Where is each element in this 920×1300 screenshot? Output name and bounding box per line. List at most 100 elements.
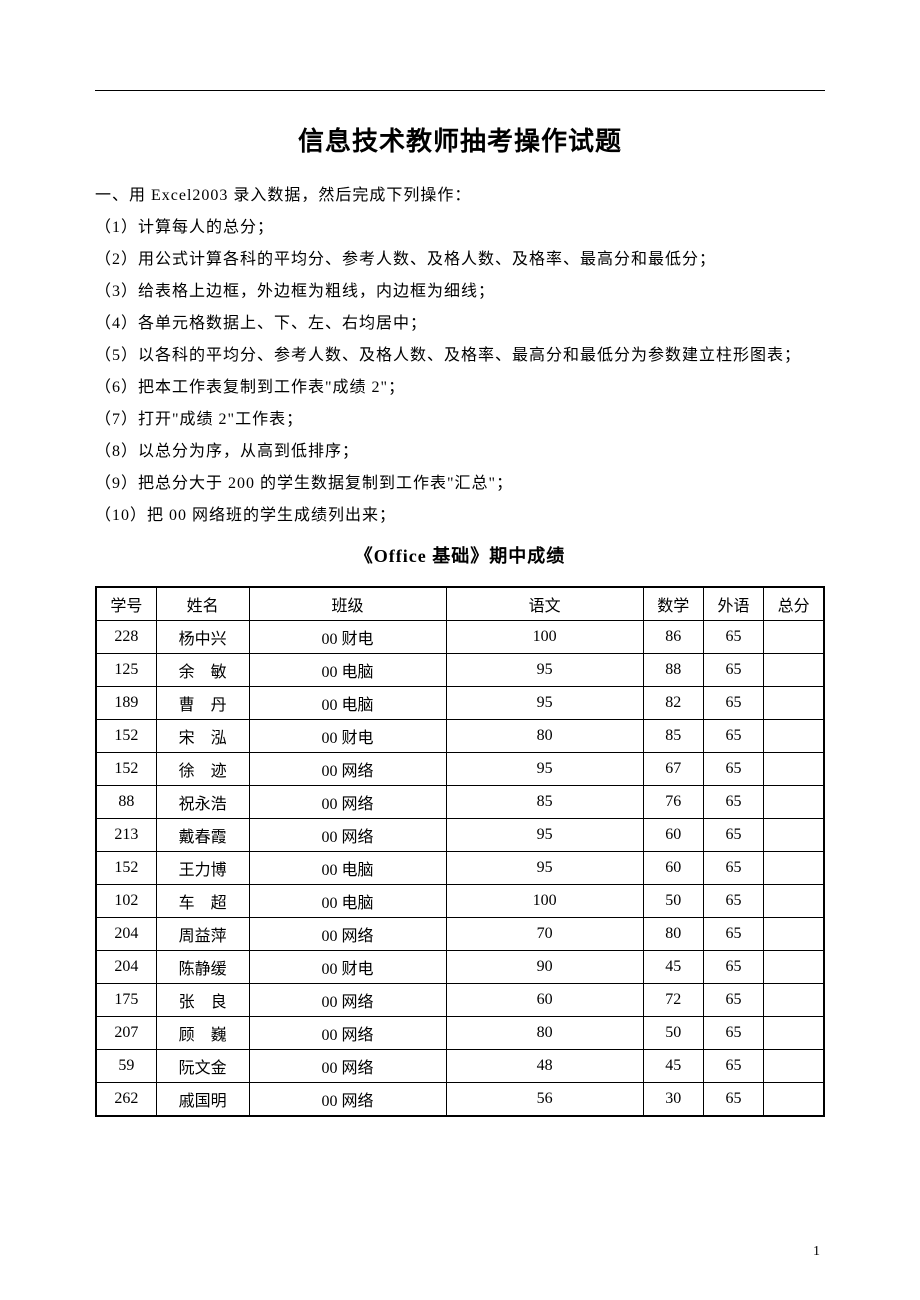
instruction-item: （2）用公式计算各科的平均分、参考人数、及格人数、及格率、最高分和最低分； xyxy=(95,244,825,276)
table-cell: 70 xyxy=(446,918,643,951)
table-row: 189曹 丹00 电脑958265 xyxy=(96,687,824,720)
table-cell: 48 xyxy=(446,1050,643,1083)
table-cell: 175 xyxy=(96,984,156,1017)
col-header-math: 数学 xyxy=(643,587,703,621)
table-row: 152王力博00 电脑956065 xyxy=(96,852,824,885)
table-cell xyxy=(764,687,824,720)
table-cell xyxy=(764,720,824,753)
table-cell: 125 xyxy=(96,654,156,687)
table-cell: 00 网络 xyxy=(249,786,446,819)
table-cell: 00 网络 xyxy=(249,918,446,951)
table-cell xyxy=(764,1017,824,1050)
table-cell: 00 财电 xyxy=(249,720,446,753)
page-title: 信息技术教师抽考操作试题 xyxy=(95,121,825,158)
table-cell: 60 xyxy=(643,852,703,885)
table-cell: 65 xyxy=(703,984,763,1017)
instruction-item: （9）把总分大于 200 的学生数据复制到工作表"汇总"； xyxy=(95,468,825,500)
table-row: 262戚国明00 网络563065 xyxy=(96,1083,824,1117)
instruction-item: （6）把本工作表复制到工作表"成绩 2"； xyxy=(95,372,825,404)
instruction-item: （5）以各科的平均分、参考人数、及格人数、及格率、最高分和最低分为参数建立柱形图… xyxy=(95,340,825,372)
table-cell: 204 xyxy=(96,951,156,984)
table-cell xyxy=(764,852,824,885)
table-cell: 周益萍 xyxy=(156,918,249,951)
instruction-item: （8）以总分为序，从高到低排序； xyxy=(95,436,825,468)
table-title: 《Office 基础》期中成绩 xyxy=(95,542,825,568)
table-cell: 85 xyxy=(643,720,703,753)
table-row: 204陈静缓00 财电904565 xyxy=(96,951,824,984)
table-cell: 88 xyxy=(643,654,703,687)
table-row: 152宋 泓00 财电808565 xyxy=(96,720,824,753)
table-cell: 00 财电 xyxy=(249,951,446,984)
col-header-name: 姓名 xyxy=(156,587,249,621)
table-cell: 80 xyxy=(446,720,643,753)
table-cell: 00 电脑 xyxy=(249,687,446,720)
table-cell: 杨中兴 xyxy=(156,621,249,654)
table-cell: 65 xyxy=(703,885,763,918)
table-row: 175张 良00 网络607265 xyxy=(96,984,824,1017)
table-cell: 00 电脑 xyxy=(249,885,446,918)
table-row: 125余 敏00 电脑958865 xyxy=(96,654,824,687)
table-cell: 213 xyxy=(96,819,156,852)
table-cell: 00 网络 xyxy=(249,753,446,786)
table-body: 228杨中兴00 财电1008665125余 敏00 电脑958865189曹 … xyxy=(96,621,824,1117)
table-cell xyxy=(764,984,824,1017)
table-cell: 67 xyxy=(643,753,703,786)
table-cell: 余 敏 xyxy=(156,654,249,687)
table-cell: 45 xyxy=(643,951,703,984)
table-cell: 80 xyxy=(643,918,703,951)
table-cell: 207 xyxy=(96,1017,156,1050)
instruction-item: （3）给表格上边框，外边框为粗线，内边框为细线； xyxy=(95,276,825,308)
table-cell xyxy=(764,786,824,819)
table-cell: 95 xyxy=(446,753,643,786)
table-cell: 60 xyxy=(643,819,703,852)
table-cell: 95 xyxy=(446,687,643,720)
table-cell: 85 xyxy=(446,786,643,819)
instruction-item: （4）各单元格数据上、下、左、右均居中； xyxy=(95,308,825,340)
table-cell: 65 xyxy=(703,687,763,720)
table-cell: 65 xyxy=(703,918,763,951)
table-cell: 152 xyxy=(96,852,156,885)
table-header-row: 学号 姓名 班级 语文 数学 外语 总分 xyxy=(96,587,824,621)
table-cell: 宋 泓 xyxy=(156,720,249,753)
table-row: 204周益萍00 网络708065 xyxy=(96,918,824,951)
table-cell xyxy=(764,885,824,918)
table-row: 228杨中兴00 财电1008665 xyxy=(96,621,824,654)
table-cell: 45 xyxy=(643,1050,703,1083)
table-cell: 88 xyxy=(96,786,156,819)
table-cell: 65 xyxy=(703,786,763,819)
table-cell: 00 网络 xyxy=(249,984,446,1017)
col-header-id: 学号 xyxy=(96,587,156,621)
table-cell: 00 财电 xyxy=(249,621,446,654)
table-cell: 95 xyxy=(446,654,643,687)
table-cell: 00 网络 xyxy=(249,1017,446,1050)
table-cell: 80 xyxy=(446,1017,643,1050)
table-cell: 65 xyxy=(703,819,763,852)
table-cell: 65 xyxy=(703,753,763,786)
table-cell: 00 网络 xyxy=(249,1050,446,1083)
table-cell: 30 xyxy=(643,1083,703,1117)
table-cell: 65 xyxy=(703,654,763,687)
table-cell xyxy=(764,918,824,951)
table-cell: 曹 丹 xyxy=(156,687,249,720)
instruction-item: （7）打开"成绩 2"工作表； xyxy=(95,404,825,436)
table-cell: 152 xyxy=(96,720,156,753)
table-row: 59阮文金00 网络484565 xyxy=(96,1050,824,1083)
table-cell: 陈静缓 xyxy=(156,951,249,984)
table-cell: 徐 迹 xyxy=(156,753,249,786)
table-cell: 76 xyxy=(643,786,703,819)
table-cell: 00 电脑 xyxy=(249,654,446,687)
table-row: 102车 超00 电脑1005065 xyxy=(96,885,824,918)
col-header-class: 班级 xyxy=(249,587,446,621)
table-cell xyxy=(764,753,824,786)
header-rule xyxy=(95,90,825,91)
page-number: 1 xyxy=(813,1244,820,1260)
table-cell: 189 xyxy=(96,687,156,720)
table-cell: 戴春霞 xyxy=(156,819,249,852)
table-cell: 65 xyxy=(703,852,763,885)
table-cell xyxy=(764,654,824,687)
table-cell: 228 xyxy=(96,621,156,654)
table-cell: 100 xyxy=(446,621,643,654)
table-cell xyxy=(764,951,824,984)
table-cell: 50 xyxy=(643,1017,703,1050)
intro-line: 一、用 Excel2003 录入数据，然后完成下列操作： xyxy=(95,180,825,212)
